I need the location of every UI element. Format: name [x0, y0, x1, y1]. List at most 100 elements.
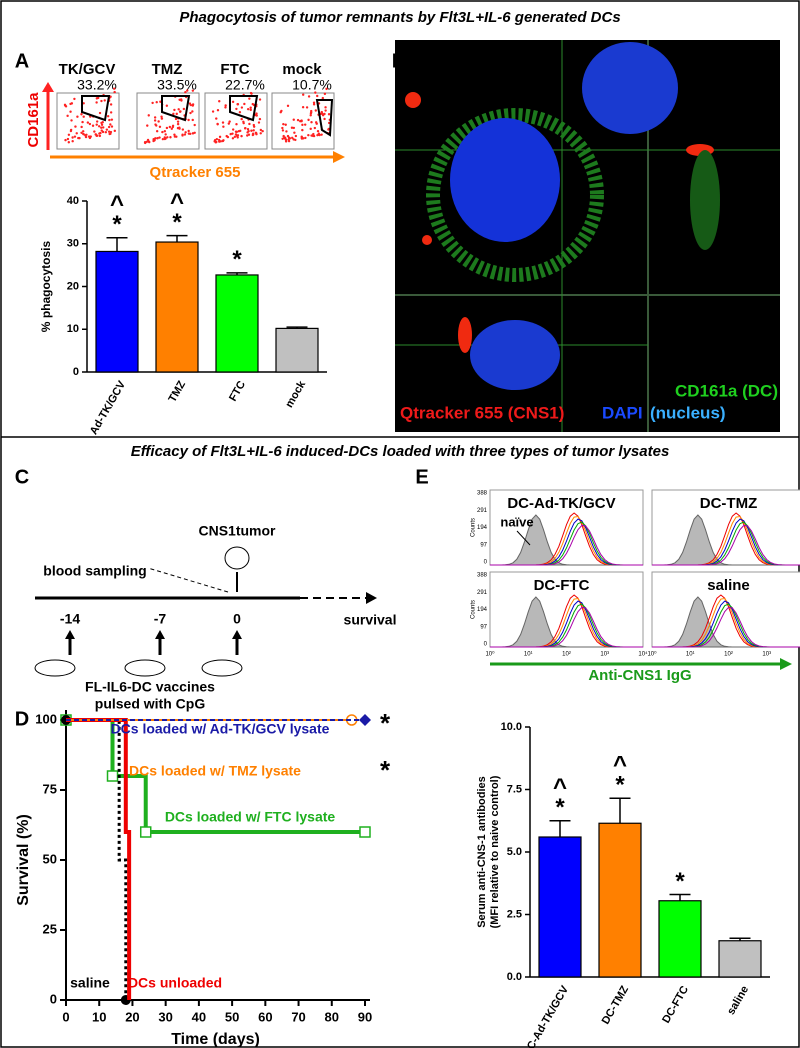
event-dot	[102, 126, 105, 129]
histogram-x-tick: 10⁰	[485, 651, 495, 658]
y-tick-label: 0	[73, 366, 79, 378]
x-tick-label: 60	[258, 1009, 272, 1024]
arrow-head	[366, 592, 377, 604]
event-dot	[312, 132, 315, 136]
event-dot	[225, 134, 228, 138]
histogram-y-tick: 291	[477, 508, 488, 514]
series-label: DCs loaded w/ TMZ lysate	[129, 763, 301, 779]
y-axis-label: Survival (%)	[15, 814, 32, 906]
mouse-icon	[34, 659, 76, 677]
y-tick-label: 0	[50, 991, 57, 1006]
event-dot	[74, 125, 77, 128]
event-dot	[304, 123, 307, 126]
event-dot	[238, 111, 242, 114]
event-dot	[290, 126, 294, 129]
event-dot	[70, 119, 73, 122]
event-dot	[178, 127, 181, 130]
event-dot	[160, 115, 163, 118]
event-dot	[105, 128, 109, 131]
x-tick-label: 0	[62, 1009, 69, 1024]
event-dot	[66, 114, 69, 118]
event-dot	[294, 134, 298, 138]
event-dot	[110, 118, 114, 121]
day-label: -7	[154, 611, 167, 627]
event-dot	[181, 128, 185, 131]
event-dot	[324, 106, 327, 109]
marker	[139, 826, 152, 838]
bar	[95, 250, 139, 373]
event-dot	[69, 102, 72, 106]
marker	[359, 714, 371, 726]
x-tick-label: 80	[325, 1009, 339, 1024]
event-dot	[281, 129, 285, 132]
legend-dc: CD161a (DC)	[675, 381, 778, 400]
event-dot	[282, 134, 285, 138]
histogram-x-tick: 10²	[724, 652, 733, 658]
event-dot	[257, 121, 261, 124]
event-dot	[84, 135, 88, 139]
event-dot	[307, 118, 310, 122]
blood-label: blood sampling	[43, 563, 146, 579]
event-dot	[101, 120, 104, 124]
histogram-x-tick: 10⁴	[638, 651, 648, 658]
arrow-head	[333, 151, 345, 163]
event-dot	[168, 125, 172, 129]
event-dot	[95, 120, 99, 123]
arrow-head	[780, 658, 792, 670]
marker	[106, 770, 119, 782]
event-dot	[104, 130, 108, 134]
event-dot	[218, 135, 222, 139]
y-tick-label: 75	[43, 781, 57, 796]
y-tick-label: 25	[43, 921, 57, 936]
event-dot	[96, 134, 99, 137]
event-dot	[171, 125, 175, 129]
event-dot	[323, 112, 326, 116]
event-dot	[160, 117, 164, 120]
event-dot	[173, 135, 177, 138]
event-dot	[301, 105, 305, 109]
event-dot	[170, 127, 173, 131]
naive-pointer	[516, 530, 531, 546]
y-tick-label: 100	[35, 711, 57, 726]
event-dot	[320, 110, 323, 114]
event-dot	[109, 123, 112, 126]
panel-label: D	[15, 708, 29, 730]
event-dot	[235, 130, 239, 134]
event-dot	[293, 131, 296, 134]
flow-y-label: CD161a	[25, 92, 42, 148]
sample-histogram	[652, 606, 800, 648]
event-dot	[173, 108, 176, 112]
event-dot	[176, 120, 180, 123]
x-tick-label: 30	[158, 1009, 172, 1024]
event-dot	[113, 90, 116, 94]
event-dot	[249, 91, 253, 95]
flow-label: TMZ	[152, 61, 183, 78]
y-axis-label-note: (MFI relative to naive control)	[489, 775, 501, 928]
histogram-x-tick: 10³	[600, 652, 609, 658]
event-dot	[69, 129, 73, 133]
event-dot	[97, 125, 101, 128]
event-dot	[153, 119, 157, 122]
event-dot	[235, 107, 238, 111]
histogram-y-tick: 97	[480, 624, 487, 630]
event-dot	[251, 133, 255, 137]
y-tick-label: 30	[67, 238, 79, 250]
error-bar	[609, 797, 631, 824]
event-dot	[64, 138, 67, 142]
event-dot	[180, 99, 183, 102]
event-dot	[227, 122, 231, 125]
y-tick-label: 20	[67, 280, 79, 292]
event-dot	[243, 127, 247, 130]
x-tick-label: 40	[192, 1009, 206, 1024]
event-dot	[249, 108, 252, 112]
side-cell	[690, 150, 720, 250]
event-dot	[243, 102, 246, 106]
event-dot	[107, 130, 111, 133]
x-tick-label: 70	[291, 1009, 305, 1024]
vaccine-label: FL-IL6-DC vaccines	[85, 679, 215, 695]
event-dot	[64, 105, 68, 108]
event-dot	[301, 123, 304, 127]
event-dot	[80, 113, 83, 116]
arrow-head	[232, 630, 242, 639]
event-dot	[166, 136, 169, 139]
